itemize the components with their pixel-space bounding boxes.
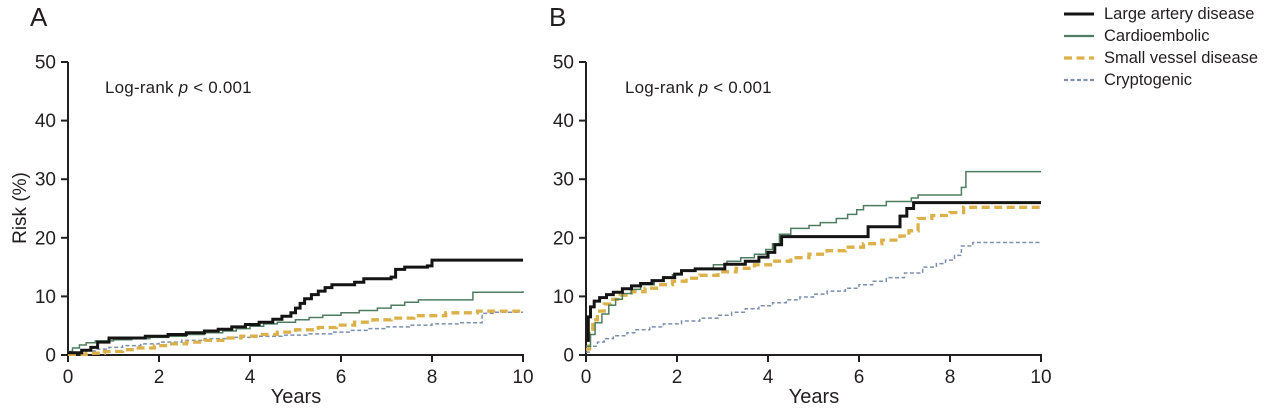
y-tick-label: 40 bbox=[553, 111, 574, 132]
series-large-artery-disease bbox=[586, 201, 1041, 342]
series-large-artery-disease bbox=[68, 258, 523, 355]
series-cardioembolic bbox=[586, 170, 1041, 347]
series-small-vessel-disease bbox=[68, 309, 525, 357]
legend-item-large-artery-disease: Large artery disease bbox=[1062, 3, 1258, 25]
legend-label: Large artery disease bbox=[1104, 4, 1255, 23]
legend-item-small-vessel-disease: Small vessel disease bbox=[1062, 47, 1258, 69]
annotation-prefix: Log-rank bbox=[625, 78, 699, 97]
panel-a-y-axis-title: Risk (%) bbox=[10, 172, 31, 244]
y-tick-label: 40 bbox=[35, 111, 56, 132]
x-tick-label: 10 bbox=[512, 367, 533, 388]
legend-swatch-large-artery-line bbox=[1064, 12, 1094, 16]
legend-item-cardioembolic: Cardioembolic bbox=[1062, 25, 1258, 47]
legend-swatch-cardioembolic-line bbox=[1064, 34, 1094, 38]
panel-b-logrank-annotation: Log-rank p < 0.001 bbox=[625, 78, 772, 98]
y-tick-label: 50 bbox=[553, 53, 574, 74]
panel-b-label: B bbox=[549, 2, 567, 32]
legend: Large artery disease Cardioembolic Small… bbox=[1062, 3, 1258, 91]
x-tick-label: 10 bbox=[1030, 367, 1051, 388]
series-cryptogenic bbox=[68, 311, 523, 354]
y-tick-label: 0 bbox=[45, 346, 56, 367]
x-tick-label: 2 bbox=[154, 367, 165, 388]
annotation-p-symbol: p bbox=[178, 78, 189, 97]
legend-label: Cryptogenic bbox=[1104, 70, 1193, 89]
legend-item-cryptogenic: Cryptogenic bbox=[1062, 69, 1258, 91]
y-tick-label: 0 bbox=[563, 346, 574, 367]
legend-label: Small vessel disease bbox=[1104, 48, 1259, 67]
y-tick-label: 10 bbox=[35, 287, 56, 308]
x-tick-label: 4 bbox=[245, 367, 256, 388]
annotation-p-symbol: p bbox=[698, 78, 709, 97]
x-tick-label: 2 bbox=[672, 367, 683, 388]
x-tick-label: 8 bbox=[945, 367, 956, 388]
x-tick-label: 6 bbox=[854, 367, 865, 388]
annotation-suffix: < 0.001 bbox=[708, 78, 772, 97]
panel-b-x-axis-title: Years bbox=[788, 386, 840, 408]
panel-a-logrank-annotation: Log-rank p < 0.001 bbox=[105, 78, 252, 98]
y-tick-label: 20 bbox=[35, 228, 56, 249]
annotation-suffix: < 0.001 bbox=[188, 78, 252, 97]
x-tick-label: 8 bbox=[427, 367, 438, 388]
y-tick-label: 30 bbox=[553, 170, 574, 191]
x-tick-label: 0 bbox=[63, 367, 74, 388]
series-small-vessel-disease bbox=[586, 205, 1041, 351]
series-cryptogenic bbox=[586, 241, 1041, 353]
panel-a-label: A bbox=[30, 2, 48, 32]
annotation-prefix: Log-rank bbox=[105, 78, 179, 97]
series-cardioembolic bbox=[68, 291, 524, 353]
panel-a-x-axis-title: Years bbox=[270, 386, 322, 408]
y-tick-label: 20 bbox=[553, 228, 574, 249]
legend-label: Cardioembolic bbox=[1104, 26, 1210, 45]
legend-swatch-small-vessel-line bbox=[1064, 56, 1094, 60]
y-tick-label: 10 bbox=[553, 287, 574, 308]
x-tick-label: 6 bbox=[336, 367, 347, 388]
legend-swatch-cryptogenic-line bbox=[1064, 78, 1094, 82]
y-tick-label: 30 bbox=[35, 170, 56, 191]
x-tick-label: 4 bbox=[763, 367, 774, 388]
x-tick-label: 0 bbox=[581, 367, 592, 388]
y-tick-label: 50 bbox=[35, 53, 56, 74]
